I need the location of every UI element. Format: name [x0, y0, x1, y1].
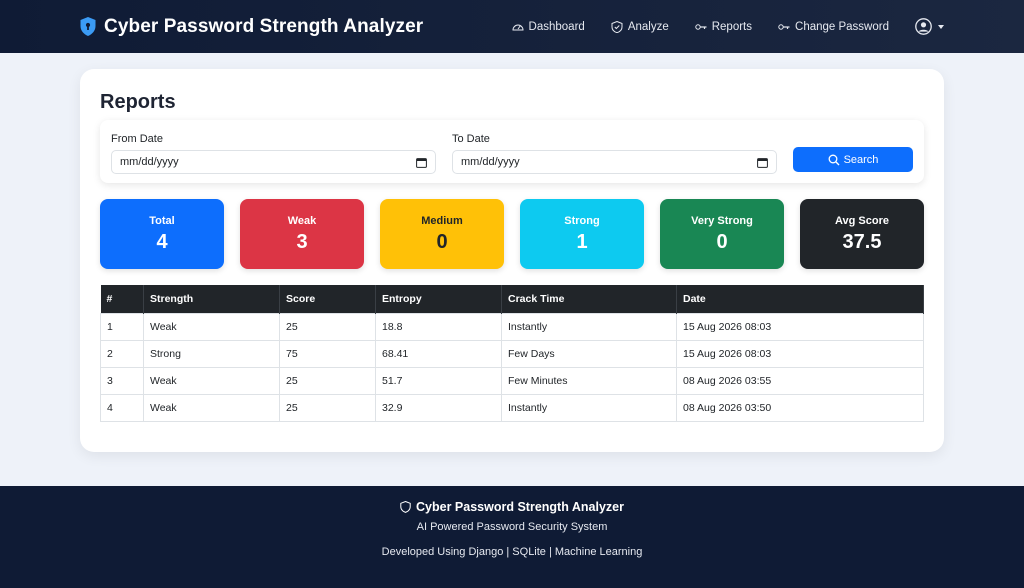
- table-cell: 2: [100, 339, 144, 368]
- stat-medium: Medium 0: [380, 199, 504, 269]
- stat-label: Strong: [564, 214, 600, 227]
- shield-lock-icon: [80, 17, 96, 36]
- stat-strong: Strong 1: [520, 199, 644, 269]
- search-button[interactable]: Search: [793, 147, 913, 172]
- user-menu[interactable]: [915, 18, 944, 35]
- table-cell: 32.9: [375, 393, 502, 422]
- key-icon: [695, 23, 707, 30]
- table-cell: 4: [100, 393, 144, 422]
- stat-value: 0: [436, 230, 448, 253]
- table-cell: 51.7: [375, 366, 502, 395]
- column-header: Score: [279, 285, 376, 313]
- stat-label: Total: [149, 214, 175, 227]
- speedometer-icon: [512, 24, 524, 30]
- table-cell: 08 Aug 2026 03:50: [676, 393, 924, 422]
- shield-icon: [400, 501, 411, 513]
- column-header: Date: [676, 285, 924, 313]
- table-cell: Instantly: [501, 393, 677, 422]
- table-row: 1 Weak 25 18.8 Instantly 15 Aug 2026 08:…: [100, 312, 924, 341]
- table-cell: Weak: [143, 366, 280, 395]
- table-cell: 15 Aug 2026 08:03: [676, 312, 924, 341]
- nav-link-label: Reports: [711, 20, 753, 33]
- table-cell: 75: [279, 339, 376, 368]
- search-icon: [828, 154, 840, 165]
- footer-title-row: Cyber Password Strength Analyzer: [0, 500, 1024, 514]
- nav-links: Dashboard Analyze Reports Change Passw: [512, 18, 944, 35]
- stat-label: Avg Score: [834, 214, 889, 227]
- to-date-input[interactable]: mm/dd/yyyy: [452, 150, 777, 174]
- stat-label: Medium: [421, 214, 463, 227]
- stat-value: 37.5: [842, 230, 882, 253]
- nav-link-change-password[interactable]: Change Password: [778, 21, 889, 33]
- shield-check-icon: [611, 20, 623, 33]
- table-cell: 3: [100, 366, 144, 395]
- table-cell: 25: [279, 366, 376, 395]
- user-circle-icon: [915, 18, 932, 35]
- stats-row: Total 4 Weak 3 Medium 0 Strong 1 Very St…: [100, 199, 924, 269]
- nav-link-analyze[interactable]: Analyze: [611, 20, 669, 33]
- stat-total: Total 4: [100, 199, 224, 269]
- table-cell: Instantly: [501, 312, 677, 341]
- calendar-icon[interactable]: [416, 157, 427, 168]
- page-title: Reports: [100, 91, 176, 113]
- reports-table: # Strength Score Entropy Crack Time Date…: [100, 285, 924, 422]
- stat-weak: Weak 3: [240, 199, 364, 269]
- nav-link-dashboard[interactable]: Dashboard: [512, 21, 585, 33]
- to-date-field: To Date mm/dd/yyyy: [452, 133, 777, 174]
- to-date-label: To Date: [452, 133, 490, 145]
- calendar-icon[interactable]: [757, 157, 768, 168]
- column-header: Crack Time: [501, 285, 677, 313]
- stat-value: 0: [716, 230, 728, 253]
- key-icon: [778, 23, 790, 30]
- stat-value: 3: [296, 230, 308, 253]
- to-date-value: mm/dd/yyyy: [461, 156, 520, 168]
- from-date-label: From Date: [111, 133, 163, 145]
- table-row: 2 Strong 75 68.41 Few Days 15 Aug 2026 0…: [100, 339, 924, 368]
- stat-label: Weak: [287, 214, 317, 227]
- stat-value: 4: [156, 230, 168, 253]
- table-header-row: # Strength Score Entropy Crack Time Date: [100, 285, 924, 313]
- stat-very-strong: Very Strong 0: [660, 199, 784, 269]
- footer-subtitle: AI Powered Password Security System: [416, 521, 608, 533]
- navbar: Cyber Password Strength Analyzer Dashboa…: [0, 0, 1024, 53]
- from-date-field: From Date mm/dd/yyyy: [111, 133, 436, 174]
- footer-title: Cyber Password Strength Analyzer: [416, 500, 624, 514]
- stat-avg-score: Avg Score 37.5: [800, 199, 924, 269]
- nav-link-label: Change Password: [795, 20, 889, 33]
- column-header: #: [100, 285, 144, 313]
- reports-table-wrap: # Strength Score Entropy Crack Time Date…: [100, 285, 924, 422]
- table-cell: Few Minutes: [501, 366, 677, 395]
- table-cell: Few Days: [501, 339, 677, 368]
- reports-card: Reports From Date mm/dd/yyyy To Date mm/…: [80, 69, 944, 452]
- table-cell: 25: [279, 393, 376, 422]
- table-cell: 25: [279, 312, 376, 341]
- table-cell: 08 Aug 2026 03:55: [676, 366, 924, 395]
- table-cell: 15 Aug 2026 08:03: [676, 339, 924, 368]
- table-row: 4 Weak 25 32.9 Instantly 08 Aug 2026 03:…: [100, 393, 924, 422]
- brand[interactable]: Cyber Password Strength Analyzer: [80, 16, 423, 38]
- column-header: Entropy: [375, 285, 502, 313]
- column-header: Strength: [143, 285, 280, 313]
- footer: Cyber Password Strength Analyzer AI Powe…: [0, 486, 1024, 588]
- from-date-input[interactable]: mm/dd/yyyy: [111, 150, 436, 174]
- nav-link-reports[interactable]: Reports: [695, 21, 752, 33]
- table-cell: Weak: [143, 312, 280, 341]
- table-cell: 18.8: [375, 312, 502, 341]
- chevron-down-icon: [938, 24, 944, 29]
- table-cell: 1: [100, 312, 144, 341]
- brand-title: Cyber Password Strength Analyzer: [104, 15, 424, 37]
- table-row: 3 Weak 25 51.7 Few Minutes 08 Aug 2026 0…: [100, 366, 924, 395]
- table-cell: Strong: [143, 339, 280, 368]
- table-cell: Weak: [143, 393, 280, 422]
- stat-value: 1: [576, 230, 588, 253]
- nav-link-label: Analyze: [627, 20, 669, 33]
- search-button-label: Search: [843, 153, 879, 166]
- nav-link-label: Dashboard: [528, 20, 585, 33]
- date-filter: From Date mm/dd/yyyy To Date mm/dd/yyyy: [100, 120, 924, 183]
- stat-label: Very Strong: [691, 214, 753, 227]
- from-date-value: mm/dd/yyyy: [120, 156, 179, 168]
- footer-developed: Developed Using Django | SQLite | Machin…: [381, 546, 643, 558]
- table-cell: 68.41: [375, 339, 502, 368]
